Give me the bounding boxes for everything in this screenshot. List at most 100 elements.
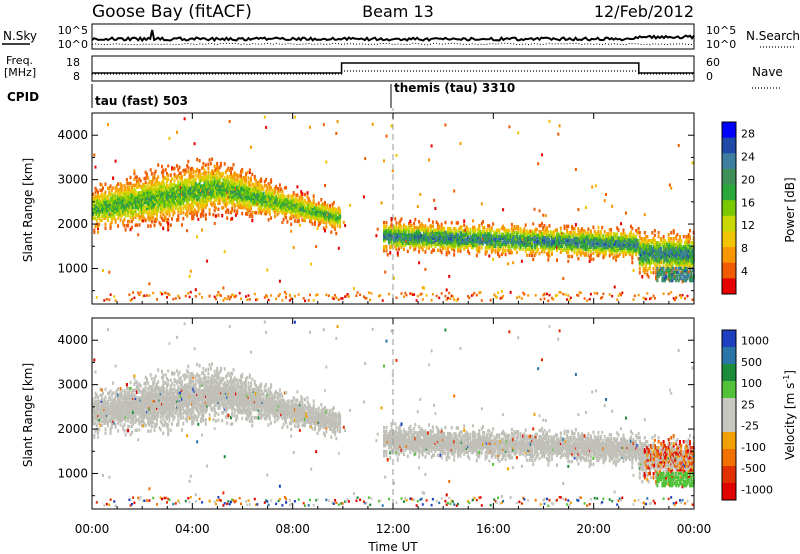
power-echo-cell (325, 207, 328, 211)
power-echo-cell (138, 193, 141, 197)
power-echo-cell (159, 202, 162, 207)
power-echo-cell (309, 215, 311, 220)
power-echo-cell (177, 208, 180, 212)
power-echo-cell (531, 237, 533, 242)
power-echo-cell (153, 205, 156, 210)
power-echo-cell (423, 226, 426, 230)
power-echo-cell (507, 242, 510, 247)
power-echo-cell (605, 235, 607, 240)
power-echo-cell (302, 202, 305, 206)
power-echo-cell (267, 208, 270, 212)
power-echo-cell (443, 228, 446, 233)
power-echo-cell (547, 238, 550, 242)
power-echo-cell (332, 209, 335, 213)
power-echo-cell (494, 242, 497, 246)
power-echo-cell (480, 299, 483, 302)
power-echo-cell (553, 238, 556, 242)
power-echo-cell (574, 235, 577, 239)
power-echo-cell (144, 176, 147, 181)
power-echo-cell (233, 205, 236, 209)
power-echo-cell (235, 173, 237, 177)
power-echo-cell (469, 233, 472, 238)
power-echo-cell (134, 203, 137, 207)
power-echo-cell (206, 180, 209, 185)
power-echo-cell (512, 243, 515, 247)
power-echo-cell (656, 272, 659, 277)
power-echo-cell (114, 218, 117, 222)
power-echo-cell (144, 184, 147, 189)
power-echo-cell (409, 245, 412, 250)
power-echo-cell (247, 182, 250, 186)
power-echo-cell (661, 266, 664, 271)
power-echo-cell (647, 267, 650, 271)
power-echo-cell (251, 210, 254, 215)
power-echo-cell (430, 238, 433, 242)
power-echo-cell (508, 248, 511, 253)
power-echo-cell (346, 293, 349, 296)
power-echo-cell (472, 237, 474, 242)
power-echo-cell (250, 176, 252, 181)
power-echo-cell (503, 248, 506, 253)
power-echo-cell (593, 245, 596, 250)
power-echo-cell (465, 225, 468, 229)
power-echo-cell (399, 239, 402, 243)
power-echo-cell (214, 297, 217, 301)
power-echo-cell (221, 187, 224, 192)
power-echo-cell (150, 220, 153, 224)
power-echo-cell (458, 247, 461, 251)
power-echo-cell (217, 185, 220, 189)
power-echo-cell (533, 235, 536, 240)
power-echo-cell (149, 194, 152, 198)
power-echo-cell (125, 178, 128, 182)
power-echo-cell (444, 238, 447, 243)
power-echo-cell (209, 177, 212, 182)
power-echo-cell (144, 192, 147, 197)
power-echo-cell (449, 231, 452, 235)
power-echo-cell (161, 206, 163, 211)
power-echo-cell (587, 249, 590, 253)
power-echo-cell (221, 205, 224, 210)
power-echo-cell (277, 189, 280, 193)
power-echo-cell (265, 294, 268, 297)
power-echo-cell (150, 182, 153, 186)
power-echo-cell (514, 237, 517, 241)
power-echo-cell (482, 240, 484, 244)
power-echo-cell (127, 209, 130, 214)
power-echo-cell (258, 197, 261, 201)
power-echo-cell (118, 214, 121, 218)
power-echo-cell (635, 228, 638, 233)
power-echo-cell (334, 219, 337, 223)
power-echo-cell (670, 276, 673, 281)
power-echo-cell (438, 242, 441, 247)
power-echo-cell (253, 182, 256, 187)
power-echo-cell (492, 257, 495, 261)
power-echo-cell (218, 293, 221, 297)
power-echo-cell (148, 190, 151, 194)
power-echo-cell (238, 183, 241, 188)
power-echo-cell (99, 204, 102, 209)
power-echo-cell (114, 220, 117, 224)
power-echo-cell (589, 257, 592, 261)
power-echo-cell (99, 206, 102, 211)
power-echo-cell (606, 246, 609, 250)
power-echo-cell (335, 296, 338, 299)
power-echo-cell (163, 196, 166, 200)
power-echo-cell (414, 233, 417, 238)
power-echo-cell (643, 239, 646, 243)
power-echo-cell (167, 223, 170, 228)
power-echo-cell (380, 201, 383, 205)
power-echo-cell (655, 275, 658, 279)
power-echo-cell (172, 186, 175, 191)
power-echo-cell (524, 245, 527, 249)
power-echo-cell (546, 292, 548, 296)
power-echo-cell (197, 189, 200, 193)
power-echo-cell (564, 234, 567, 239)
power-echo-cell (142, 190, 145, 195)
power-echo-cell (140, 213, 143, 217)
power-echo-cell (621, 240, 624, 244)
power-echo-cell (144, 218, 147, 223)
power-echo-cell (411, 237, 414, 242)
power-echo-cell (660, 268, 663, 273)
power-echo-cell (178, 191, 181, 196)
power-echo-cell (113, 210, 116, 214)
